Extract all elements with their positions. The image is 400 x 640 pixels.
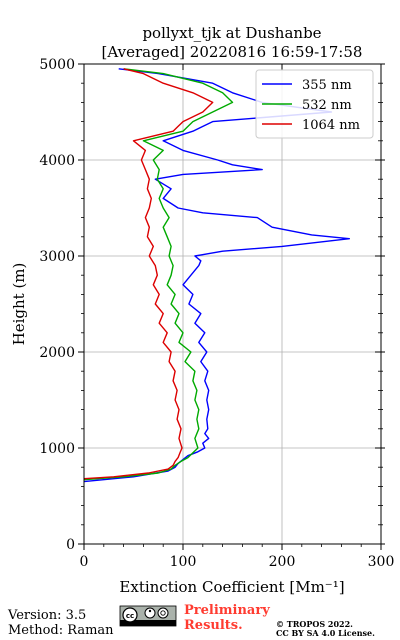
cc-logo-icon (122, 607, 138, 623)
x-tick-label: 100 (170, 554, 197, 570)
y-tick-label: 1000 (39, 441, 75, 457)
method-text: Method: Raman (8, 623, 114, 638)
x-tick-label: 200 (269, 554, 296, 570)
y-tick-label: 5000 (39, 57, 75, 73)
cc-badge-strip (120, 620, 176, 626)
legend-box (255, 69, 374, 139)
x-axis-label: Extinction Coefficient [Mm⁻¹] (119, 578, 344, 596)
copyright-line2: CC BY SA 4.0 License. (276, 628, 375, 638)
by-person-dot (148, 609, 152, 613)
version-text: Version: 3.5 (7, 608, 86, 623)
legend-label-355: 355 nm (302, 78, 352, 93)
plot-frame (83, 63, 382, 545)
preliminary-notice-line2: Results. (184, 618, 243, 633)
by-person-icon (144, 607, 156, 619)
chart-title-line1: pollyxt_tjk at Dushanbe (142, 24, 321, 42)
copyright-line1: © TROPOS 2022. (276, 619, 353, 629)
x-tick-label: 0 (80, 554, 89, 570)
series-line-1064-nm (84, 68, 214, 480)
legend: 355 nm 532 nm 1064 nm (255, 69, 374, 139)
chart-title-line2: [Averaged] 20220816 16:59-17:58 (102, 43, 363, 61)
sa-share-icon (157, 607, 169, 619)
plot-area (84, 64, 381, 544)
x-tick-label: 300 (368, 554, 395, 570)
y-tick-label: 2000 (39, 345, 75, 361)
y-tick-label: 4000 (39, 153, 75, 169)
y-axis-label: Height (m) (10, 263, 28, 346)
legend-label-1064: 1064 nm (302, 118, 360, 133)
series-lines (84, 68, 350, 483)
cc-license-badge: cc (119, 605, 177, 627)
grid-lines (84, 64, 381, 544)
y-tick-label: 0 (66, 537, 75, 553)
cc-logo-glyph: cc (126, 612, 134, 620)
sa-share-dot (160, 610, 166, 616)
legend-label-532: 532 nm (302, 98, 352, 113)
preliminary-notice-line1: Preliminary (184, 603, 270, 618)
series-line-355-nm (84, 68, 350, 483)
y-tick-label: 3000 (39, 249, 75, 265)
series-line-532-nm (84, 68, 234, 481)
